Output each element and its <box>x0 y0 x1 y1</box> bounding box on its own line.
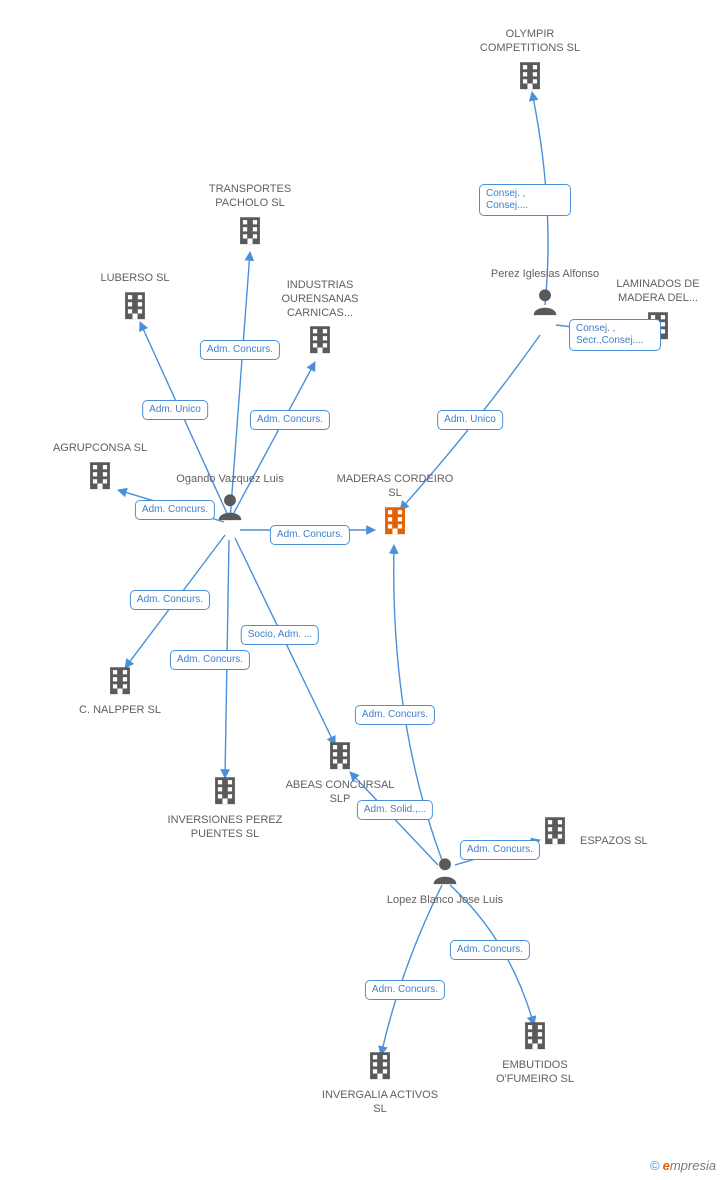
node-inversiones[interactable]: INVERSIONES PEREZ PUENTES SL <box>165 773 285 842</box>
node-label: TRANSPORTES PACHOLO SL <box>190 183 310 211</box>
node-cnalpper[interactable]: C. NALPPER SL <box>60 663 180 718</box>
node-lopez[interactable]: Lopez Blanco Jose Luis <box>385 853 505 908</box>
edge-lopez-invergalia <box>381 885 442 1055</box>
node-olympir[interactable]: OLYMPIR COMPETITIONS SL <box>470 28 590 97</box>
node-label: INDUSTRIAS OURENSANAS CARNICAS... <box>260 279 380 320</box>
building-icon <box>233 234 267 251</box>
building-icon <box>513 79 547 96</box>
node-perez[interactable]: Perez Iglesias Alfonso <box>485 268 605 323</box>
node-luberso[interactable]: LUBERSO SL <box>75 272 195 327</box>
node-label: AGRUPCONSA SL <box>40 442 160 456</box>
brand-initial: e <box>663 1158 670 1173</box>
node-abeas[interactable]: ABEAS CONCURSAL SLP <box>280 738 400 807</box>
edge-label[interactable]: Adm. Concurs. <box>450 940 530 960</box>
edge-label[interactable]: Consej. , Consej.... <box>479 184 571 216</box>
edge-label[interactable]: Adm. Concurs. <box>460 840 540 860</box>
node-agrupconsa[interactable]: AGRUPCONSA SL <box>40 442 160 497</box>
node-label: EMBUTIDOS O'FUMEIRO SL <box>475 1059 595 1087</box>
node-label: Perez Iglesias Alfonso <box>485 268 605 282</box>
building-icon <box>378 524 412 541</box>
building-icon <box>323 759 357 776</box>
node-transportes[interactable]: TRANSPORTES PACHOLO SL <box>190 183 310 252</box>
edge-label[interactable]: Adm. Concurs. <box>170 650 250 670</box>
node-label: INVERGALIA ACTIVOS SL <box>320 1089 440 1117</box>
node-label: OLYMPIR COMPETITIONS SL <box>470 28 590 56</box>
building-icon <box>303 343 337 360</box>
node-label: LAMINADOS DE MADERA DEL... <box>598 278 718 306</box>
node-label: Ogando Vazquez Luis <box>170 473 290 487</box>
node-label: LUBERSO SL <box>75 272 195 286</box>
edge-label[interactable]: Adm. Concurs. <box>355 705 435 725</box>
building-icon <box>103 684 137 701</box>
person-icon <box>428 874 462 891</box>
node-invergalia[interactable]: INVERGALIA ACTIVOS SL <box>320 1048 440 1117</box>
building-icon <box>538 834 572 851</box>
copyright-symbol: © <box>650 1158 660 1173</box>
edge-label[interactable]: Adm. Concurs. <box>270 525 350 545</box>
node-label: INVERSIONES PEREZ PUENTES SL <box>165 814 285 842</box>
building-icon <box>208 794 242 811</box>
watermark: ©empresia <box>650 1158 716 1173</box>
edge-label[interactable]: Adm. Concurs. <box>200 340 280 360</box>
edge-label[interactable]: Adm. Unico <box>142 400 208 420</box>
person-icon <box>528 305 562 322</box>
building-icon <box>363 1069 397 1086</box>
node-embutidos[interactable]: EMBUTIDOS O'FUMEIRO SL <box>475 1018 595 1087</box>
edge-label[interactable]: Consej. , Secr.,Consej.... <box>569 319 661 351</box>
node-label: MADERAS CORDEIRO SL <box>335 473 455 501</box>
brand-rest: mpresia <box>670 1158 716 1173</box>
edge-label[interactable]: Adm. Solid.,... <box>357 800 433 820</box>
edge-label[interactable]: Adm. Unico <box>437 410 503 430</box>
node-maderas[interactable]: MADERAS CORDEIRO SL <box>335 473 455 542</box>
edge-label[interactable]: Adm. Concurs. <box>135 500 215 520</box>
building-icon <box>518 1039 552 1056</box>
edge-label[interactable]: Adm. Concurs. <box>365 980 445 1000</box>
building-icon <box>83 479 117 496</box>
person-icon <box>213 510 247 527</box>
node-label: C. NALPPER SL <box>60 704 180 718</box>
edge-label[interactable]: Socio, Adm. ... <box>241 625 319 645</box>
node-label: Lopez Blanco Jose Luis <box>385 894 505 908</box>
edge-label[interactable]: Adm. Concurs. <box>250 410 330 430</box>
building-icon <box>118 309 152 326</box>
edge-label[interactable]: Adm. Concurs. <box>130 590 210 610</box>
